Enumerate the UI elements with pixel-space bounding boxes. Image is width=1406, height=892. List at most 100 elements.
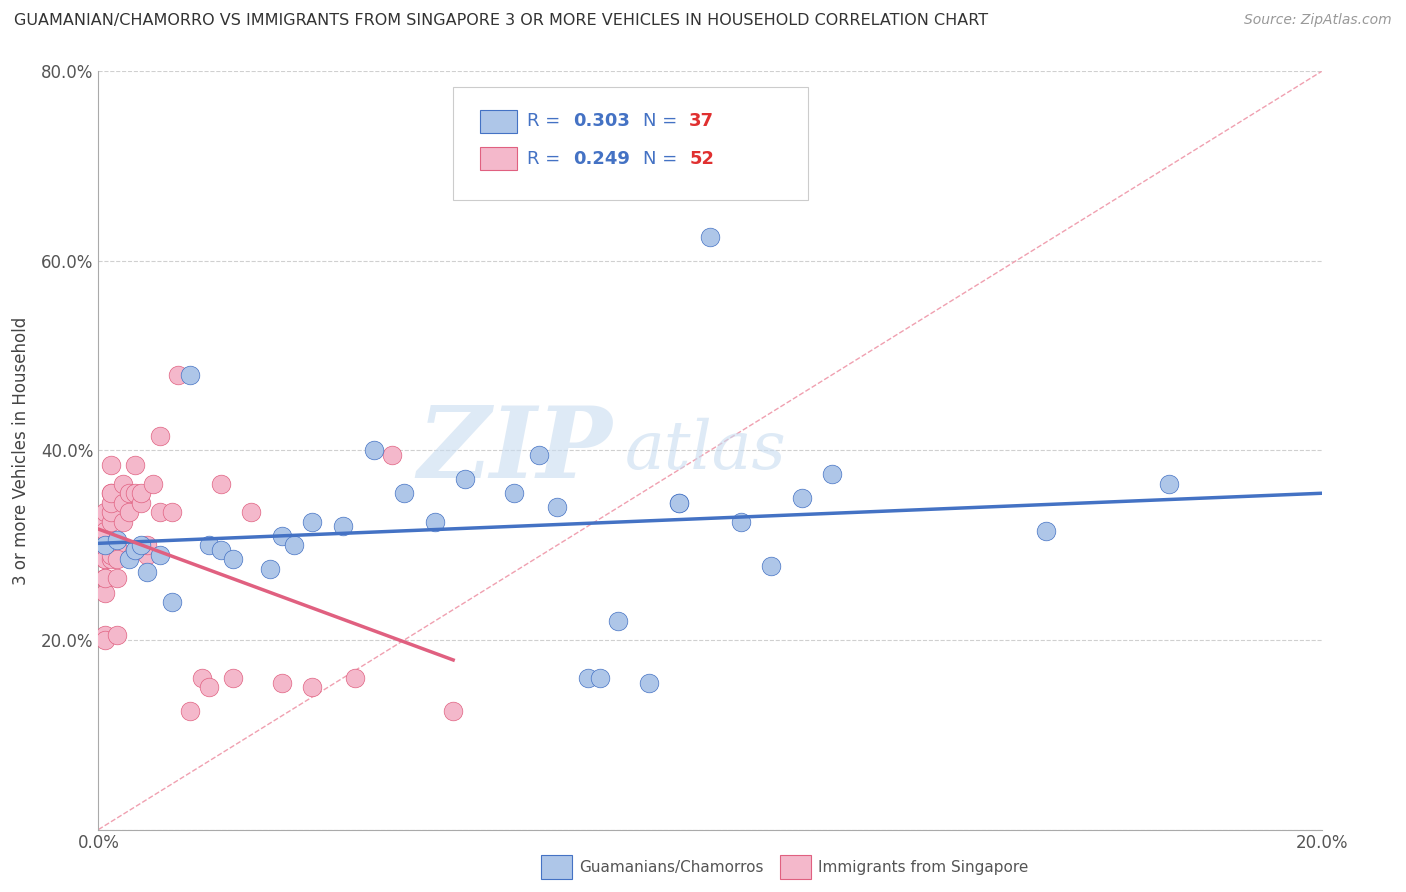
Point (668, 495, 690, 509)
Point (100, 552, 122, 566)
Point (179, 368, 201, 382)
Point (105, 533, 128, 548)
Text: R =: R = (526, 112, 565, 130)
Point (344, 671, 367, 685)
Point (730, 515, 752, 529)
Point (222, 552, 245, 566)
Point (93, 633, 115, 648)
Text: 0.303: 0.303 (574, 112, 630, 130)
Point (821, 467, 844, 482)
Text: ZIP: ZIP (418, 402, 612, 499)
Point (1157, 476, 1180, 491)
Point (546, 500, 568, 515)
Point (129, 495, 152, 509)
Point (222, 671, 245, 685)
Point (301, 515, 323, 529)
Point (111, 495, 134, 509)
Point (124, 543, 146, 558)
Point (136, 565, 159, 579)
Point (160, 595, 183, 609)
Point (441, 704, 464, 718)
FancyBboxPatch shape (453, 87, 808, 201)
Point (100, 458, 122, 472)
Point (589, 671, 612, 685)
Point (105, 552, 128, 566)
Point (93, 538, 115, 552)
Y-axis label: 3 or more Vehicles in Household: 3 or more Vehicles in Household (11, 317, 30, 584)
Point (111, 476, 134, 491)
Point (100, 505, 122, 519)
Point (149, 429, 172, 443)
Point (129, 486, 152, 500)
Point (136, 538, 159, 552)
Point (100, 515, 122, 529)
Point (454, 472, 477, 486)
Point (129, 538, 152, 552)
Point (607, 614, 630, 628)
Point (381, 448, 404, 462)
Point (790, 491, 813, 505)
Point (124, 458, 146, 472)
Point (93, 552, 115, 566)
Bar (479, 110, 517, 133)
Point (392, 486, 416, 500)
Point (179, 704, 201, 718)
Point (699, 230, 721, 244)
Point (93, 628, 115, 642)
Point (270, 675, 292, 690)
Point (759, 559, 782, 574)
Point (668, 495, 690, 509)
Point (100, 548, 122, 562)
Point (197, 538, 219, 552)
Point (637, 675, 661, 690)
Point (259, 562, 281, 576)
Text: N =: N = (643, 150, 683, 168)
Point (105, 538, 128, 552)
Point (240, 505, 263, 519)
Point (527, 448, 550, 462)
Point (149, 505, 172, 519)
Point (93, 571, 115, 585)
Point (118, 486, 141, 500)
Text: R =: R = (526, 150, 565, 168)
Point (93, 571, 115, 585)
Point (209, 476, 232, 491)
Point (93, 515, 115, 529)
Point (301, 681, 323, 695)
Text: Guamanians/Chamorros: Guamanians/Chamorros (579, 860, 763, 874)
Bar (479, 147, 517, 170)
Point (100, 486, 122, 500)
Point (270, 529, 292, 543)
Point (100, 495, 122, 509)
Point (111, 515, 134, 529)
Point (149, 548, 172, 562)
Point (93, 552, 115, 566)
Text: 0.249: 0.249 (574, 150, 630, 168)
Text: GUAMANIAN/CHAMORRO VS IMMIGRANTS FROM SINGAPORE 3 OR MORE VEHICLES IN HOUSEHOLD : GUAMANIAN/CHAMORRO VS IMMIGRANTS FROM SI… (14, 13, 988, 29)
Text: N =: N = (643, 112, 683, 130)
Point (105, 628, 128, 642)
Point (503, 486, 526, 500)
Point (118, 505, 141, 519)
Point (136, 548, 159, 562)
Point (93, 585, 115, 599)
Point (142, 476, 165, 491)
Point (93, 538, 115, 552)
Point (167, 368, 190, 382)
Point (160, 505, 183, 519)
Text: 37: 37 (689, 112, 714, 130)
Point (100, 486, 122, 500)
Point (124, 486, 146, 500)
Point (363, 443, 385, 458)
Point (100, 538, 122, 552)
Point (105, 571, 128, 585)
Point (209, 543, 232, 558)
Point (118, 552, 141, 566)
Point (93, 505, 115, 519)
Text: atlas: atlas (624, 417, 786, 483)
Point (93, 543, 115, 558)
Point (332, 519, 354, 533)
Point (93, 524, 115, 538)
Text: Source: ZipAtlas.com: Source: ZipAtlas.com (1244, 13, 1392, 28)
Text: 52: 52 (689, 150, 714, 168)
